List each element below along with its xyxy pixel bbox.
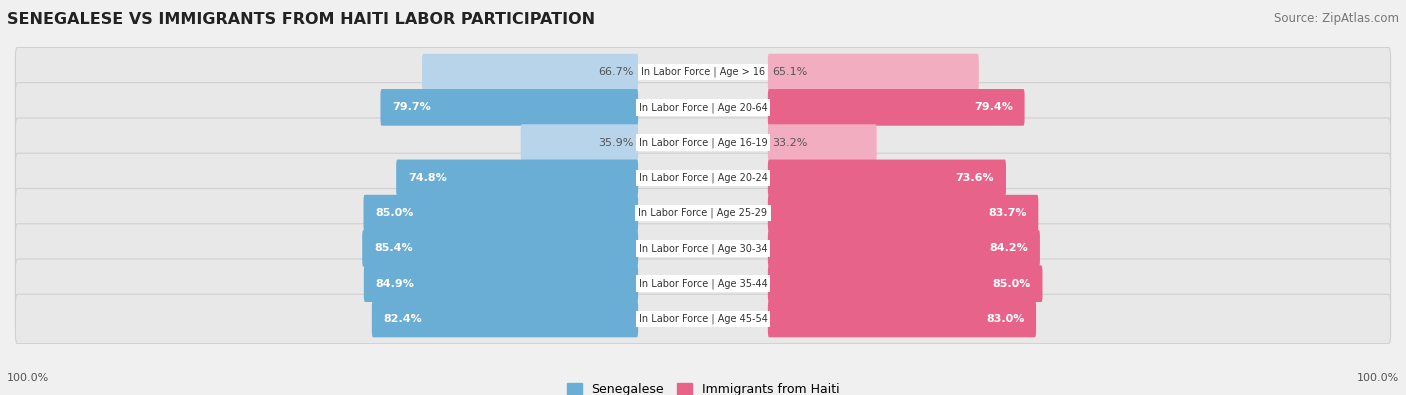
Text: Source: ZipAtlas.com: Source: ZipAtlas.com — [1274, 12, 1399, 25]
FancyBboxPatch shape — [363, 230, 638, 267]
FancyBboxPatch shape — [15, 294, 1391, 344]
FancyBboxPatch shape — [15, 118, 1391, 167]
FancyBboxPatch shape — [396, 160, 638, 196]
FancyBboxPatch shape — [15, 224, 1391, 273]
Text: 85.0%: 85.0% — [993, 279, 1031, 289]
Text: 100.0%: 100.0% — [1357, 373, 1399, 383]
FancyBboxPatch shape — [371, 301, 638, 337]
Text: 84.2%: 84.2% — [990, 243, 1028, 254]
FancyBboxPatch shape — [768, 160, 1007, 196]
FancyBboxPatch shape — [768, 230, 1040, 267]
Text: 82.4%: 82.4% — [384, 314, 422, 324]
FancyBboxPatch shape — [768, 89, 1025, 126]
FancyBboxPatch shape — [520, 124, 638, 161]
FancyBboxPatch shape — [768, 265, 1042, 302]
FancyBboxPatch shape — [768, 54, 979, 90]
Text: In Labor Force | Age 30-34: In Labor Force | Age 30-34 — [638, 243, 768, 254]
Text: 73.6%: 73.6% — [956, 173, 994, 183]
Text: 33.2%: 33.2% — [773, 137, 808, 148]
Text: In Labor Force | Age 20-64: In Labor Force | Age 20-64 — [638, 102, 768, 113]
Text: 85.4%: 85.4% — [374, 243, 412, 254]
FancyBboxPatch shape — [768, 195, 1039, 231]
Text: 66.7%: 66.7% — [598, 67, 633, 77]
FancyBboxPatch shape — [15, 47, 1391, 97]
Text: In Labor Force | Age 20-24: In Labor Force | Age 20-24 — [638, 173, 768, 183]
Text: 84.9%: 84.9% — [375, 279, 415, 289]
Text: 35.9%: 35.9% — [598, 137, 633, 148]
Text: In Labor Force | Age 16-19: In Labor Force | Age 16-19 — [638, 137, 768, 148]
FancyBboxPatch shape — [768, 124, 877, 161]
Text: SENEGALESE VS IMMIGRANTS FROM HAITI LABOR PARTICIPATION: SENEGALESE VS IMMIGRANTS FROM HAITI LABO… — [7, 12, 595, 27]
FancyBboxPatch shape — [364, 195, 638, 231]
Legend: Senegalese, Immigrants from Haiti: Senegalese, Immigrants from Haiti — [561, 377, 845, 395]
Text: 83.7%: 83.7% — [988, 208, 1026, 218]
FancyBboxPatch shape — [364, 265, 638, 302]
Text: In Labor Force | Age 25-29: In Labor Force | Age 25-29 — [638, 208, 768, 218]
FancyBboxPatch shape — [15, 259, 1391, 308]
FancyBboxPatch shape — [768, 301, 1036, 337]
Text: 85.0%: 85.0% — [375, 208, 413, 218]
Text: In Labor Force | Age > 16: In Labor Force | Age > 16 — [641, 67, 765, 77]
Text: 83.0%: 83.0% — [986, 314, 1025, 324]
Text: 100.0%: 100.0% — [7, 373, 49, 383]
Text: 79.4%: 79.4% — [974, 102, 1012, 112]
Text: 79.7%: 79.7% — [392, 102, 430, 112]
Text: 74.8%: 74.8% — [408, 173, 447, 183]
FancyBboxPatch shape — [381, 89, 638, 126]
FancyBboxPatch shape — [15, 188, 1391, 238]
FancyBboxPatch shape — [15, 153, 1391, 203]
FancyBboxPatch shape — [422, 54, 638, 90]
Text: In Labor Force | Age 35-44: In Labor Force | Age 35-44 — [638, 278, 768, 289]
Text: 65.1%: 65.1% — [773, 67, 808, 77]
FancyBboxPatch shape — [15, 83, 1391, 132]
Text: In Labor Force | Age 45-54: In Labor Force | Age 45-54 — [638, 314, 768, 324]
